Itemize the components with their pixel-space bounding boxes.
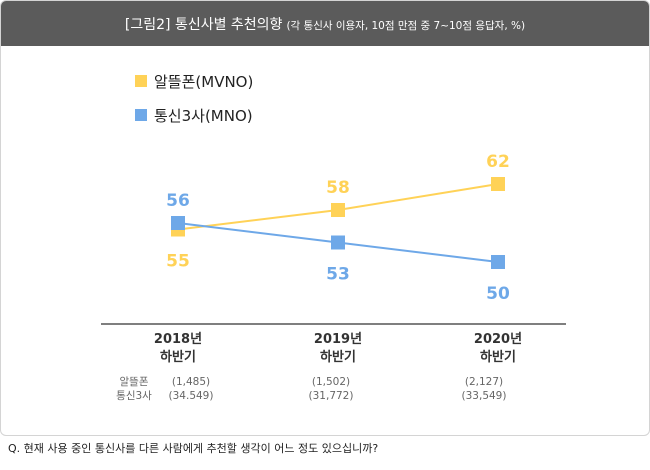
data-label-2-3: 50 (486, 284, 510, 304)
sample-row-label-2: 통신3사 (116, 390, 152, 402)
data-label-2-2: 53 (326, 265, 350, 285)
legend-swatch-1 (135, 75, 147, 87)
sample-size-2-3: (33,549) (462, 390, 507, 402)
data-point-2-3 (491, 255, 505, 269)
survey-question: Q. 현재 사용 중인 통신사를 다른 사람에게 추천할 생각이 어느 정도 있… (8, 442, 379, 455)
category-label-1-line1: 2018년 (154, 332, 202, 347)
data-point-2-1 (171, 216, 185, 230)
data-label-1-3: 62 (486, 152, 510, 172)
chart-title: [그림2] 통신사별 추천의향 (124, 17, 283, 33)
category-label-3-line2: 하반기 (480, 349, 516, 365)
legend-label-1: 알뜰폰(MVNO) (154, 73, 253, 91)
data-label-1-2: 58 (326, 178, 350, 198)
sample-size-1-2: (1,502) (312, 376, 350, 388)
sample-size-2-1: (34.549) (169, 390, 214, 402)
data-point-1-3 (491, 177, 505, 191)
data-label-1-1: 55 (166, 252, 190, 272)
legend-label-2: 통신3사(MNO) (154, 107, 253, 125)
category-label-2-line2: 하반기 (320, 349, 356, 365)
title-bar: [그림2] 통신사별 추천의향 (각 통신사 이용자, 10점 만점 중 7~10… (1, 1, 649, 46)
sample-size-1-3: (2,127) (465, 376, 503, 388)
sample-size-2-2: (31,772) (309, 390, 354, 402)
category-label-2-line1: 2019년 (314, 332, 362, 347)
category-label-1-line2: 하반기 (160, 349, 196, 365)
legend-swatch-2 (135, 109, 147, 121)
sample-row-label-1: 알뜰폰 (120, 376, 149, 388)
sample-size-1-1: (1,485) (172, 376, 210, 388)
data-point-2-2 (331, 235, 345, 250)
category-label-3-line1: 2020년 (474, 332, 522, 347)
chart-subtitle: (각 통신사 이용자, 10점 만점 중 7~10점 응답자, %) (286, 20, 526, 32)
data-label-2-1: 56 (166, 191, 190, 211)
chart-frame: [그림2] 통신사별 추천의향 (각 통신사 이용자, 10점 만점 중 7~10… (0, 0, 650, 436)
data-point-1-2 (331, 203, 345, 217)
